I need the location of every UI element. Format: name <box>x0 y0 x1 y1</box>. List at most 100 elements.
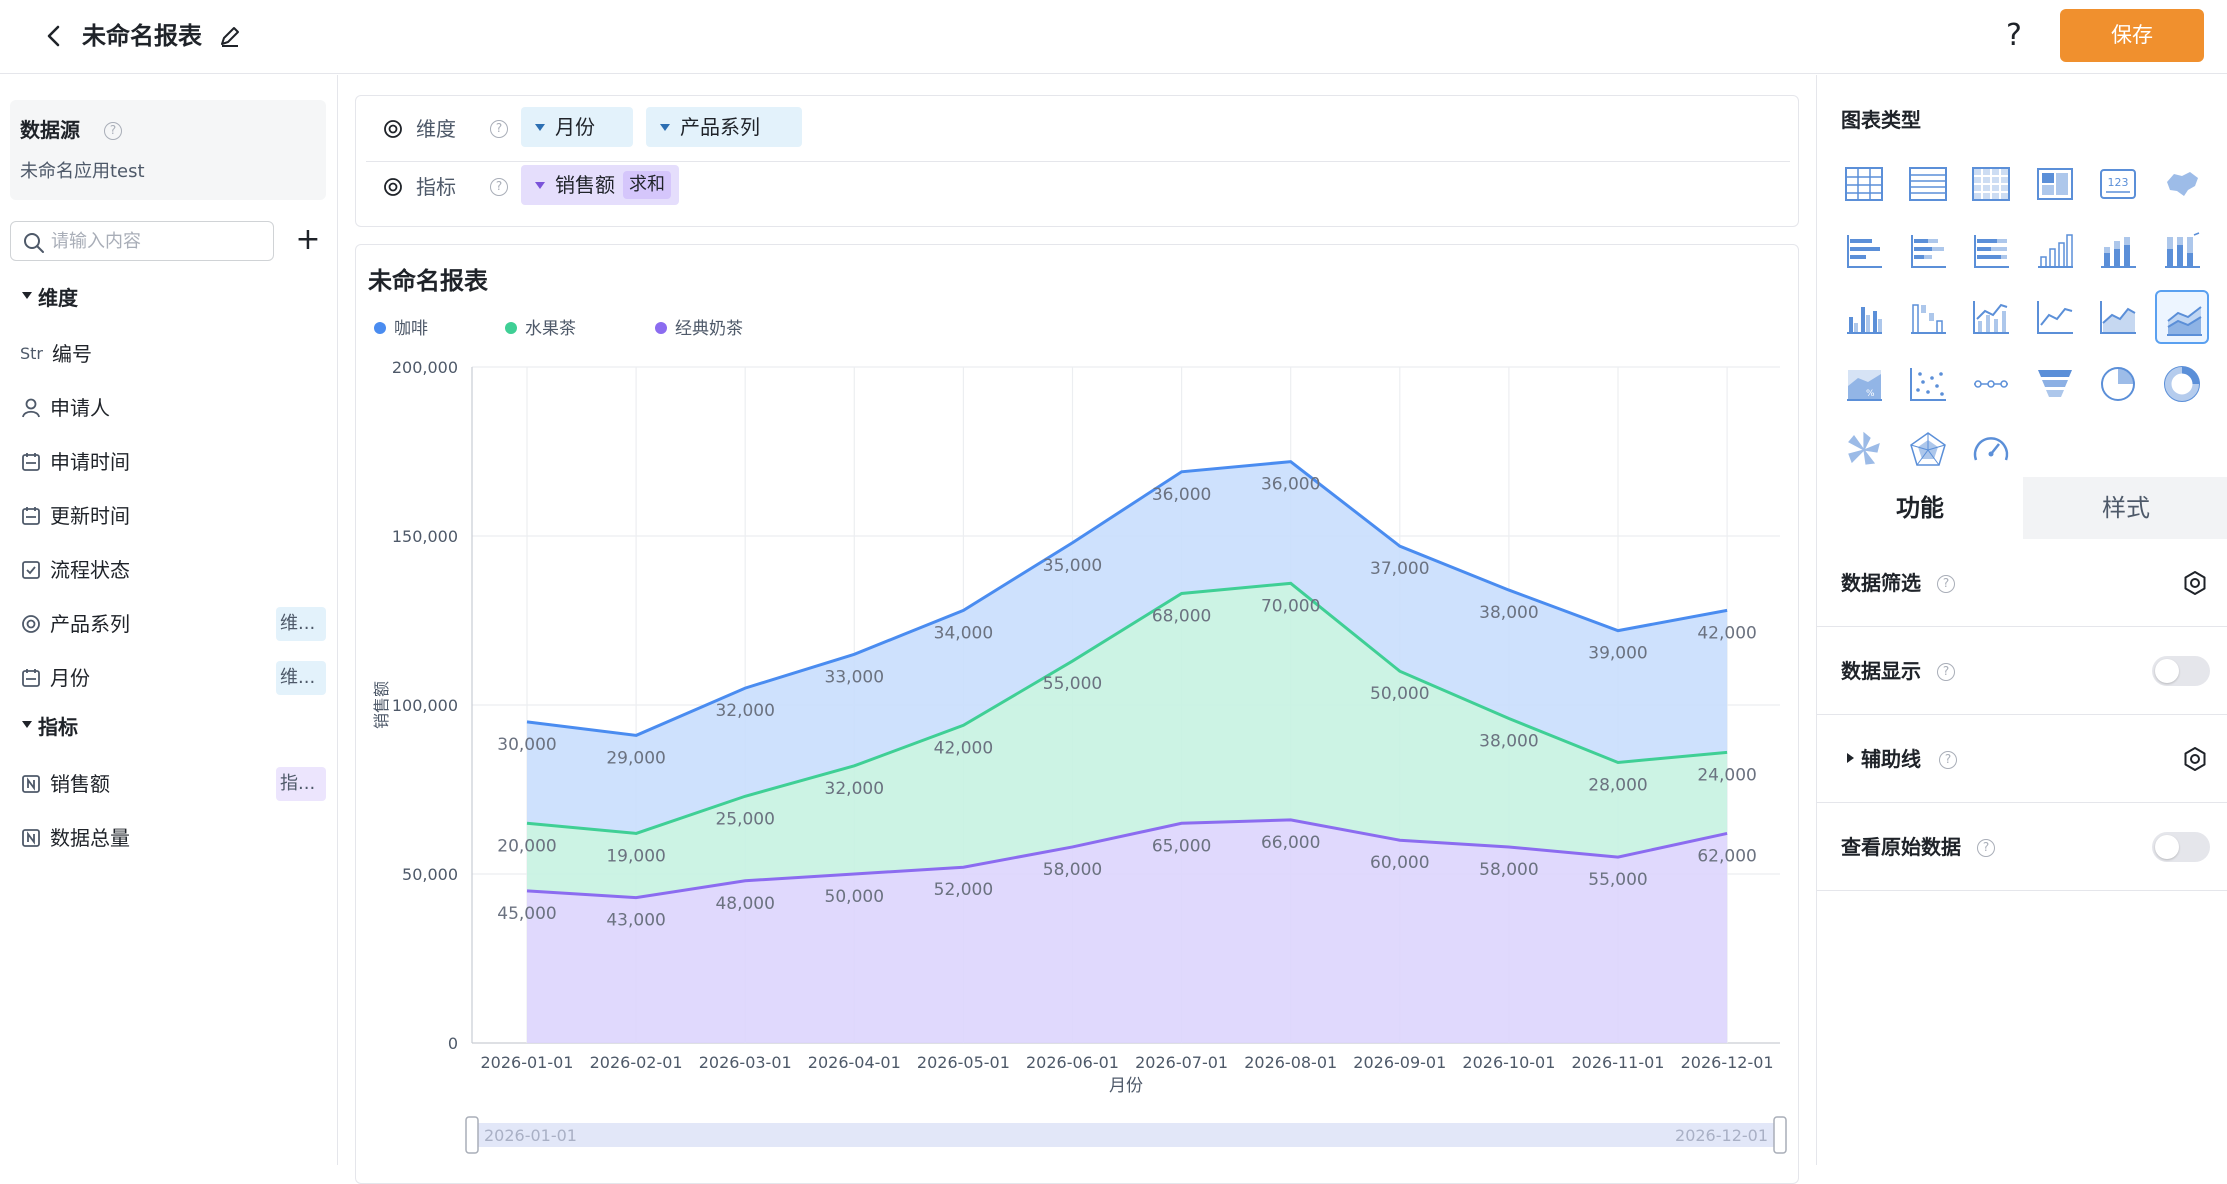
help-circle-icon[interactable]: ? <box>104 122 122 140</box>
option-label: 数据显示 <box>1841 659 1921 683</box>
tab-function[interactable]: 功能 <box>1817 477 2023 539</box>
x-tick-label: 2026-07-01 <box>1135 1053 1228 1072</box>
field-item-product-series[interactable]: 产品系列 维... <box>20 607 326 641</box>
card-icon[interactable] <box>2028 157 2082 211</box>
help-circle-icon[interactable]: ? <box>1939 751 1957 769</box>
option-raw-data: 查看原始数据 ? <box>1817 803 2227 891</box>
stacked-area-icon[interactable] <box>2154 290 2209 344</box>
kpi-icon-glyph: 123 <box>2100 169 2136 199</box>
data-label: 58,000 <box>1479 860 1538 880</box>
field-item-update-time[interactable]: 更新时间 <box>20 499 326 533</box>
help-circle-icon[interactable]: ? <box>1937 663 1955 681</box>
datasource-card[interactable]: 数据源 ? 未命名应用test <box>10 100 326 200</box>
dot-line-icon[interactable] <box>1964 357 2018 411</box>
edit-icon[interactable] <box>216 22 244 50</box>
data-label: 48,000 <box>715 894 774 914</box>
stacked-area-icon-glyph <box>2166 306 2202 336</box>
data-label: 36,000 <box>1261 475 1320 495</box>
kpi-icon[interactable]: 123 <box>2091 157 2145 211</box>
data-label: 70,000 <box>1261 596 1320 616</box>
legend-marker <box>505 322 517 334</box>
search-input[interactable] <box>51 226 266 256</box>
field-search[interactable] <box>10 221 274 261</box>
pie-icon-glyph <box>2101 366 2135 401</box>
gear-icon[interactable] <box>2182 570 2208 596</box>
column-icon[interactable] <box>2028 224 2082 278</box>
data-label: 33,000 <box>825 667 884 687</box>
field-label: 更新时间 <box>50 504 130 528</box>
percent-bar-horizontal-icon[interactable] <box>1964 224 2018 278</box>
y-tick-label: 0 <box>448 1034 458 1053</box>
help-circle-icon[interactable]: ? <box>490 178 508 196</box>
option-data-display: 数据显示 ? <box>1817 627 2227 715</box>
calendar-icon <box>22 453 40 471</box>
dimension-section-header[interactable]: 维度 <box>22 283 78 313</box>
add-field-button[interactable]: + <box>295 222 321 257</box>
percent-bar-horizontal-icon-glyph <box>1974 234 2009 268</box>
save-button[interactable]: 保存 <box>2060 9 2204 62</box>
datasource-label: 数据源 <box>20 118 80 142</box>
back-icon[interactable] <box>40 20 68 52</box>
option-label: 辅助线 <box>1861 747 1921 771</box>
range-slider-track <box>472 1123 1780 1147</box>
percent-area-icon-glyph: % <box>1847 369 1882 401</box>
funnel-icon[interactable] <box>2028 357 2082 411</box>
field-label: 申请人 <box>50 396 110 420</box>
field-item-total-count[interactable]: 数据总量 <box>20 821 326 855</box>
field-item-month[interactable]: 月份 维... <box>20 661 326 695</box>
percent-area-icon[interactable]: % <box>1837 357 1891 411</box>
area-icon[interactable] <box>2091 290 2145 344</box>
help-circle-icon[interactable]: ? <box>490 120 508 138</box>
grouped-column-icon[interactable] <box>1837 290 1891 344</box>
combo-icon[interactable] <box>1964 290 2018 344</box>
data-label: 60,000 <box>1370 853 1429 873</box>
detail-table-icon[interactable] <box>1901 157 1955 211</box>
option-guide-lines[interactable]: 辅助线 ? <box>1817 715 2227 803</box>
field-item-apply-time[interactable]: 申请时间 <box>20 445 326 479</box>
metric-pill-sales[interactable]: 销售额 求和 <box>521 165 679 205</box>
number-icon <box>22 829 40 847</box>
stacked-bar-horizontal-icon[interactable] <box>1901 224 1955 278</box>
table-icon[interactable] <box>1837 157 1891 211</box>
dimension-pill-month[interactable]: 月份 <box>521 107 633 147</box>
waterfall-icon[interactable] <box>1901 290 1955 344</box>
field-item-sales[interactable]: 销售额 指... <box>20 767 326 801</box>
x-tick-label: 2026-05-01 <box>917 1053 1010 1072</box>
gauge-icon[interactable] <box>1964 423 2018 477</box>
data-label: 45,000 <box>497 904 556 924</box>
radar-icon[interactable] <box>1901 423 1955 477</box>
scatter-icon[interactable] <box>1901 357 1955 411</box>
donut-icon[interactable] <box>2155 357 2209 411</box>
map-icon[interactable] <box>2155 157 2209 211</box>
pie-icon[interactable] <box>2091 357 2145 411</box>
tab-style[interactable]: 样式 <box>2023 477 2227 539</box>
toggle-knob <box>2155 835 2179 859</box>
rose-icon[interactable] <box>1837 423 1891 477</box>
option-data-filter[interactable]: 数据筛选 ? <box>1817 539 2227 627</box>
data-label: 50,000 <box>1370 684 1429 704</box>
percent-column-icon[interactable] <box>2155 224 2209 278</box>
pivot-table-icon[interactable] <box>1964 157 2018 211</box>
help-icon[interactable]: ? <box>2006 18 2022 53</box>
dimension-label: 维度 <box>416 117 456 141</box>
help-circle-icon[interactable]: ? <box>1977 839 1995 857</box>
stacked-column-icon[interactable] <box>2091 224 2145 278</box>
metric-section-header[interactable]: 指标 <box>22 712 78 742</box>
gauge-icon-glyph <box>1973 437 2009 461</box>
help-circle-icon[interactable]: ? <box>1937 575 1955 593</box>
bar-horizontal-icon[interactable] <box>1837 224 1891 278</box>
line-icon[interactable] <box>2028 290 2082 344</box>
field-item-applicant[interactable]: 申请人 <box>20 391 326 425</box>
gear-icon[interactable] <box>2182 746 2208 772</box>
field-item-id[interactable]: Str 编号 <box>20 337 326 371</box>
dimension-pill-product-series[interactable]: 产品系列 <box>646 107 802 147</box>
field-item-process-status[interactable]: 流程状态 <box>20 553 326 587</box>
area-水果茶 <box>527 583 1728 898</box>
data-label: 66,000 <box>1261 833 1320 853</box>
chart-card: 0 50,000 100,000 150,000 200,000 45,000 43,000… <box>355 244 1799 1184</box>
raw-data-toggle[interactable] <box>2152 832 2210 862</box>
data-display-toggle[interactable] <box>2152 656 2210 686</box>
field-label: 产品系列 <box>50 612 130 636</box>
data-label: 24,000 <box>1697 765 1756 785</box>
data-label: 30,000 <box>497 735 556 755</box>
